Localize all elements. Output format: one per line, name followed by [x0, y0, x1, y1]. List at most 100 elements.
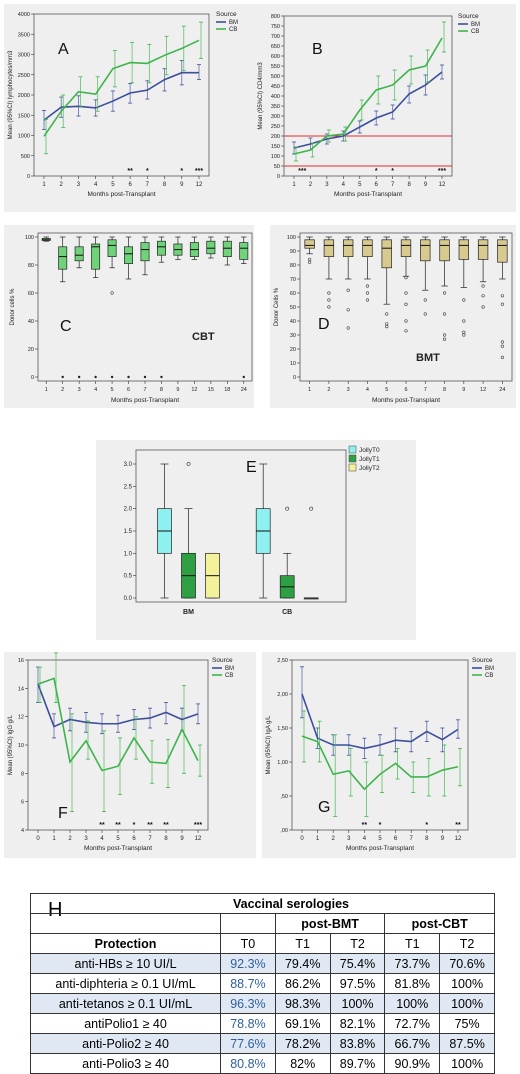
significance-marker: * — [146, 168, 149, 175]
x-axis-label: Months post-Transplant — [84, 845, 152, 852]
legend-label: CB — [471, 29, 479, 35]
box — [323, 239, 335, 257]
panel-letter: A — [58, 41, 69, 58]
y-tick-label: 800 — [271, 14, 280, 20]
outlier-point — [481, 294, 485, 298]
y-tick-label: 60 — [28, 291, 34, 297]
outlier-point — [308, 260, 312, 264]
x-tick-label: 6 — [375, 182, 379, 188]
legend-label: BM — [229, 20, 238, 26]
y-tick-label: 3000 — [18, 53, 30, 59]
x-tick-label: 4 — [366, 387, 369, 393]
outlier-point — [365, 291, 370, 295]
cell: 75.4% — [329, 953, 386, 974]
y-tick-label: 0 — [293, 375, 296, 381]
x-tick-label: 1 — [316, 836, 320, 842]
zero-marker — [127, 375, 130, 379]
zero-marker — [94, 375, 97, 379]
outlier-point — [423, 312, 427, 316]
y-tick-label: 300 — [271, 114, 280, 120]
x-tick-label: 6 — [127, 387, 130, 393]
x-tick-label: 1 — [42, 182, 46, 188]
legend-title: Source — [472, 657, 493, 664]
box — [304, 239, 315, 249]
y-tick-label: 100 — [25, 235, 34, 241]
panel-letter: B — [312, 41, 323, 58]
legend-title: Source — [458, 13, 479, 20]
x-tick-label: 24 — [499, 387, 505, 393]
series-line-cb — [43, 39, 200, 137]
table-row: anti-Polio2 ≥ 40 77.6% 78.2% 83.8% 66.7%… — [29, 1033, 495, 1054]
cell: 66.7% — [384, 1033, 441, 1054]
x-tick-label: 2 — [309, 182, 313, 188]
panel-annotation: CBT — [192, 331, 215, 343]
x-axis-label: Months post-Transplant — [346, 845, 414, 852]
y-tick-label: 400 — [271, 94, 280, 100]
chart-panel-e: 0.0 0.5 1.0 1.5 2.0 2.5 3.0 BM CB JollyT0 JollyT1 J… — [96, 440, 416, 640]
chart-panel-b: 0 50 100 150 200 250 300 350 400 450 500 550 600 650 7… — [254, 4, 516, 212]
y-tick-label: 16 — [18, 658, 24, 664]
group-header-post-bmt: post-BMT — [274, 913, 386, 934]
cell: 81.8% — [384, 973, 441, 994]
cell-t0: 88.7% — [220, 973, 276, 994]
panel-letter: F — [58, 805, 68, 822]
x-tick-label: 2 — [332, 836, 336, 842]
box — [420, 239, 431, 262]
y-tick-label: 60 — [290, 291, 296, 297]
x-tick-label: 6 — [132, 836, 136, 842]
outlier-point — [327, 291, 331, 295]
y-tick-label: 6 — [21, 800, 24, 806]
table-corner-t0 — [220, 913, 276, 934]
x-tick-label: 9 — [462, 387, 465, 393]
significance-marker: ** — [99, 822, 105, 829]
outlier-point — [500, 302, 504, 306]
outlier-point — [365, 284, 370, 288]
significance-marker: * — [375, 168, 378, 175]
outlier-point — [346, 326, 350, 330]
x-tick-label: 4 — [94, 387, 97, 393]
x-tick-label: 3 — [77, 182, 81, 188]
y-tick-label: 1.0 — [124, 551, 133, 557]
cell: 83.8% — [329, 1033, 386, 1054]
row-label: anti-HBs ≥ 10 UI/L — [29, 953, 222, 974]
plot-frame — [283, 15, 453, 177]
x-tick-label: 1 — [52, 836, 56, 842]
x-tick-label: 12 — [455, 836, 462, 842]
cell: 100% — [439, 973, 495, 994]
y-tick-label: 2000 — [18, 93, 30, 99]
x-tick-label: 5 — [111, 182, 115, 188]
x-tick-label: 2 — [61, 387, 64, 393]
x-tick-label: 2 — [327, 387, 330, 393]
x-tick-label: 0 — [300, 836, 304, 842]
y-tick-label: 1000 — [18, 134, 30, 140]
y-tick-label: 40 — [28, 319, 34, 325]
panel-annotation: BMT — [416, 352, 440, 364]
legend-label: BM — [485, 666, 494, 672]
table-row: anti-Polio3 ≥ 40 80.8% 82% 89.7% 90.9% 1… — [29, 1053, 495, 1074]
cell: 100% — [384, 993, 441, 1014]
legend-label: CB — [485, 673, 493, 679]
outlier-point — [423, 298, 427, 302]
x-tick-label: 3 — [84, 836, 88, 842]
x-tick-label: 9 — [180, 182, 184, 188]
series-line-cb — [301, 735, 459, 791]
significance-marker: ** — [115, 822, 121, 829]
col-header-t0: T0 — [220, 933, 276, 954]
significance-marker: * — [379, 822, 382, 829]
y-tick-label: 0.0 — [124, 596, 133, 602]
x-tick-label: 2 — [60, 182, 64, 188]
y-tick-label: 10 — [290, 361, 296, 367]
series-line-bm — [293, 71, 443, 149]
cell-t0: 78.8% — [220, 1013, 276, 1034]
series-line-cb — [293, 37, 443, 155]
significance-marker: ** — [362, 822, 368, 829]
y-tick-label: 1500 — [18, 113, 30, 119]
y-tick-label: 12 — [18, 715, 24, 721]
table-corner — [29, 913, 222, 934]
y-tick-label: 20 — [290, 347, 296, 353]
y-tick-label: 700 — [271, 34, 280, 40]
x-tick-label: 6 — [128, 182, 132, 188]
box — [140, 242, 150, 262]
y-tick-label: 100 — [271, 154, 280, 160]
